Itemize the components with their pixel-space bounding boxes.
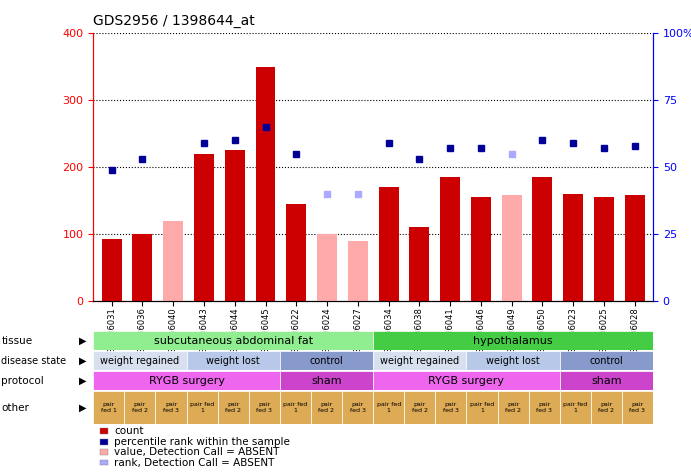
Text: pair
fed 2: pair fed 2	[412, 402, 428, 413]
Bar	[102, 239, 122, 301]
Bar	[502, 195, 522, 301]
Text: ▶: ▶	[79, 375, 86, 386]
Text: rank, Detection Call = ABSENT: rank, Detection Call = ABSENT	[114, 457, 274, 468]
Text: pair fed
1: pair fed 1	[563, 402, 587, 413]
Text: control: control	[310, 356, 343, 366]
Bar	[373, 351, 466, 370]
Text: pair
fed 2: pair fed 2	[319, 402, 334, 413]
Text: pair
fed 3: pair fed 3	[163, 402, 179, 413]
Bar	[124, 391, 155, 424]
Bar	[529, 391, 560, 424]
Text: pair fed
1: pair fed 1	[470, 402, 494, 413]
Text: pair
fed 2: pair fed 2	[132, 402, 148, 413]
Bar	[591, 391, 622, 424]
Text: weight regained: weight regained	[100, 356, 180, 366]
Bar	[563, 194, 583, 301]
Text: pair
fed 2: pair fed 2	[225, 402, 241, 413]
Text: percentile rank within the sample: percentile rank within the sample	[114, 437, 290, 447]
Text: weight lost: weight lost	[207, 356, 260, 366]
Bar	[256, 67, 276, 301]
Text: pair
fed 2: pair fed 2	[505, 402, 521, 413]
Text: pair
fed 2: pair fed 2	[598, 402, 614, 413]
Text: control: control	[589, 356, 623, 366]
Bar	[317, 234, 337, 301]
Text: disease state: disease state	[1, 356, 66, 366]
Bar	[373, 331, 653, 350]
Text: tissue: tissue	[1, 336, 32, 346]
Bar	[311, 391, 342, 424]
Text: sham: sham	[591, 375, 622, 386]
Bar	[225, 150, 245, 301]
Bar	[622, 391, 653, 424]
Text: RYGB surgery: RYGB surgery	[428, 375, 504, 386]
Bar	[594, 197, 614, 301]
Bar	[187, 351, 280, 370]
Bar	[379, 187, 399, 301]
Bar	[435, 391, 466, 424]
Bar	[280, 351, 373, 370]
Text: pair
fed 3: pair fed 3	[256, 402, 272, 413]
Bar	[93, 331, 373, 350]
Bar	[187, 391, 218, 424]
Bar	[560, 351, 653, 370]
Text: pair fed
1: pair fed 1	[377, 402, 401, 413]
Text: RYGB surgery: RYGB surgery	[149, 375, 225, 386]
Bar	[133, 234, 153, 301]
Text: pair fed
1: pair fed 1	[190, 402, 214, 413]
Bar	[498, 391, 529, 424]
Text: count: count	[114, 426, 144, 437]
Bar	[373, 371, 560, 390]
Text: other: other	[1, 402, 29, 413]
Bar	[218, 391, 249, 424]
Bar	[532, 177, 552, 301]
Bar	[409, 228, 429, 301]
Bar	[93, 351, 187, 370]
Text: weight lost: weight lost	[486, 356, 540, 366]
Text: pair
fed 3: pair fed 3	[443, 402, 459, 413]
Text: pair fed
1: pair fed 1	[283, 402, 307, 413]
Text: hypothalamus: hypothalamus	[473, 336, 553, 346]
Bar	[348, 241, 368, 301]
Bar	[471, 197, 491, 301]
Bar	[163, 221, 183, 301]
Bar	[560, 391, 591, 424]
Text: value, Detection Call = ABSENT: value, Detection Call = ABSENT	[114, 447, 279, 457]
Text: ▶: ▶	[79, 402, 86, 413]
Bar	[466, 351, 560, 370]
Bar	[93, 391, 124, 424]
Text: ▶: ▶	[79, 336, 86, 346]
Text: protocol: protocol	[1, 375, 44, 386]
Text: sham: sham	[311, 375, 342, 386]
Bar	[373, 391, 404, 424]
Bar	[249, 391, 280, 424]
Text: pair
fed 3: pair fed 3	[350, 402, 366, 413]
Bar	[280, 371, 373, 390]
Text: GDS2956 / 1398644_at: GDS2956 / 1398644_at	[93, 14, 255, 28]
Text: weight regained: weight regained	[380, 356, 460, 366]
Bar	[155, 391, 187, 424]
Bar	[466, 391, 498, 424]
Bar	[93, 371, 280, 390]
Bar	[440, 177, 460, 301]
Bar	[286, 204, 306, 301]
Bar	[280, 391, 311, 424]
Text: ▶: ▶	[79, 356, 86, 366]
Text: pair
fed 3: pair fed 3	[630, 402, 645, 413]
Bar	[342, 391, 373, 424]
Bar	[194, 154, 214, 301]
Text: subcutaneous abdominal fat: subcutaneous abdominal fat	[153, 336, 313, 346]
Bar	[404, 391, 435, 424]
Text: pair
fed 1: pair fed 1	[101, 402, 117, 413]
Bar	[560, 371, 653, 390]
Text: pair
fed 3: pair fed 3	[536, 402, 552, 413]
Bar	[625, 195, 645, 301]
